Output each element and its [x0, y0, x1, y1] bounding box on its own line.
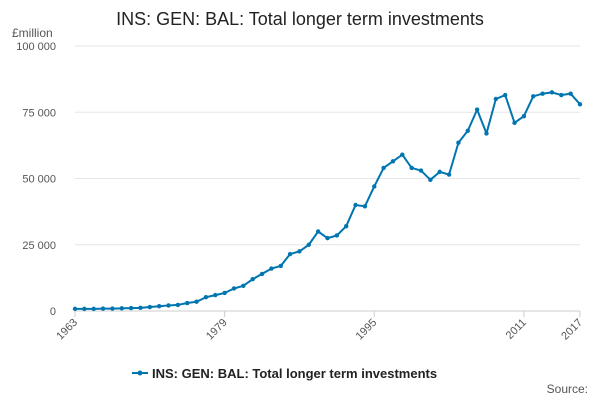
- data-point: [390, 159, 396, 164]
- data-point: [540, 91, 545, 96]
- y-tick-label: 25 000: [22, 240, 56, 252]
- data-point: [502, 92, 508, 98]
- legend-swatch-marker: [137, 370, 143, 376]
- y-tick-label: 50 000: [22, 174, 56, 186]
- data-point: [437, 169, 442, 175]
- data-point: [278, 263, 283, 269]
- data-point: [400, 152, 405, 157]
- source-label: Source:: [547, 382, 588, 396]
- data-point: [287, 251, 293, 257]
- data-point: [222, 290, 227, 296]
- data-point: [100, 306, 106, 311]
- data-point: [474, 107, 480, 112]
- data-point: [110, 306, 115, 311]
- data-point: [166, 303, 171, 308]
- x-tick-label: 1979: [204, 317, 230, 343]
- data-point: [91, 306, 96, 312]
- x-tick-label: 2017: [559, 317, 585, 343]
- y-axis-unit-label: £million: [12, 26, 53, 40]
- data-point: [521, 114, 527, 119]
- data-point: [559, 92, 564, 98]
- data-point: [203, 295, 209, 300]
- data-point: [334, 233, 340, 238]
- x-tick-label: 2011: [504, 317, 529, 342]
- data-point: [269, 266, 274, 271]
- series-layer: [72, 90, 583, 312]
- y-tick-label: 100 000: [16, 41, 56, 53]
- data-point: [82, 306, 87, 312]
- series-line: [74, 91, 581, 310]
- data-point: [138, 305, 143, 311]
- data-point: [325, 235, 330, 241]
- data-point: [147, 304, 153, 310]
- data-point: [306, 242, 311, 247]
- data-point: [418, 168, 424, 173]
- data-point: [231, 286, 237, 291]
- data-point: [259, 271, 265, 277]
- data-point: [465, 128, 470, 133]
- data-point: [156, 304, 162, 309]
- legend-label: INS: GEN: BAL: Total longer term investm…: [152, 366, 437, 381]
- data-point: [194, 299, 199, 304]
- x-tick-label: 1995: [354, 317, 380, 343]
- data-point: [344, 224, 349, 229]
- data-point: [353, 202, 358, 208]
- data-point: [362, 204, 368, 209]
- data-point: [568, 91, 573, 96]
- data-point: [315, 229, 321, 234]
- data-point: [549, 90, 555, 95]
- y-tick-label: 75 000: [22, 107, 56, 119]
- data-point: [175, 302, 181, 308]
- data-point: [456, 140, 461, 145]
- legend[interactable]: INS: GEN: BAL: Total longer term investm…: [132, 366, 437, 381]
- data-point: [577, 102, 583, 107]
- y-tick-label: 0: [50, 306, 56, 318]
- chart-title: INS: GEN: BAL: Total longer term investm…: [116, 9, 484, 29]
- y-axis-ticks: 0 25 000 50 000 75 000 100 000: [16, 41, 56, 318]
- data-point: [213, 292, 218, 298]
- data-point: [409, 165, 414, 171]
- data-point: [241, 283, 246, 289]
- data-point: [493, 96, 499, 102]
- data-point: [446, 172, 452, 177]
- x-tick-label: 1963: [54, 317, 80, 343]
- data-point: [128, 305, 134, 311]
- data-point: [185, 300, 190, 306]
- x-axis-ticks: 1963 1979 1995 2011 2017: [54, 311, 585, 342]
- data-point: [428, 177, 433, 183]
- data-point: [119, 306, 124, 311]
- data-point: [72, 306, 78, 312]
- gridlines: [75, 45, 580, 246]
- data-point: [250, 277, 255, 282]
- data-point: [381, 165, 386, 171]
- data-point: [372, 184, 377, 189]
- data-point: [512, 120, 517, 126]
- data-point: [297, 249, 302, 254]
- data-point: [484, 131, 489, 136]
- data-point: [531, 94, 536, 99]
